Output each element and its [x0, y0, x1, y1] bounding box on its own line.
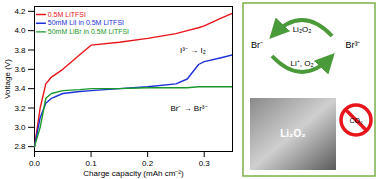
svg-text:0.5M LiTFSI: 0.5M LiTFSI	[48, 11, 86, 18]
svg-text:Charge capacity (mAh cm⁻²): Charge capacity (mAh cm⁻²)	[83, 169, 184, 178]
svg-text:3.6: 3.6	[14, 65, 26, 74]
svg-text:0.1: 0.1	[86, 159, 98, 168]
svg-text:Voltage (V): Voltage (V)	[3, 59, 12, 99]
svg-text:Li₂O₂: Li₂O₂	[293, 25, 312, 34]
svg-text:3.2: 3.2	[14, 104, 26, 113]
svg-text:3.0: 3.0	[14, 123, 26, 132]
svg-text:50mM LiI in 0.5M LiTFSI: 50mM LiI in 0.5M LiTFSI	[48, 19, 124, 26]
svg-text:4.2: 4.2	[14, 7, 26, 16]
svg-text:4.0: 4.0	[14, 26, 26, 35]
svg-text:I³⁻ → I₂: I³⁻ → I₂	[180, 46, 206, 55]
svg-text:0.3: 0.3	[199, 159, 211, 168]
svg-text:0.2: 0.2	[142, 159, 154, 168]
svg-text:Br⁻: Br⁻	[251, 40, 263, 50]
svg-text:3.4: 3.4	[14, 84, 26, 93]
svg-text:Li⁺, O₂: Li⁺, O₂	[291, 59, 314, 68]
svg-text:2.8: 2.8	[14, 142, 26, 151]
svg-text:3.8: 3.8	[14, 46, 26, 55]
svg-text:Br⁻ → Br³⁻: Br⁻ → Br³⁻	[170, 104, 207, 113]
svg-text:Br³⁻: Br³⁻	[346, 40, 361, 50]
svg-text:0.0: 0.0	[29, 159, 41, 168]
svg-text:50mM LiBr in 0.5M LiTFSI: 50mM LiBr in 0.5M LiTFSI	[48, 28, 129, 35]
svg-text:CO₂: CO₂	[349, 117, 363, 124]
svg-text:Li₂O₂: Li₂O₂	[280, 128, 306, 139]
